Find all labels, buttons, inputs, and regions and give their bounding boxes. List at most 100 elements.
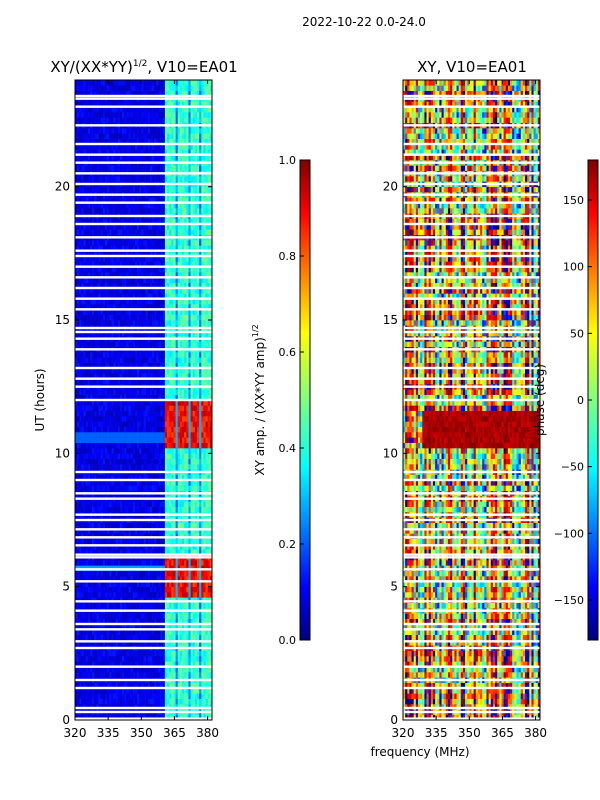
amp-heatmap-cell: [179, 448, 183, 454]
amp-heatmap-cell: [75, 666, 78, 673]
amp-heatmap-cell: [173, 416, 176, 422]
amp-heatmap-cell: [92, 458, 95, 465]
amp-heatmap-cell: [85, 672, 89, 678]
amp-heatmap-cell: [182, 373, 185, 379]
amp-heatmap-cell: [207, 373, 211, 379]
amp-heatmap-cell: [147, 432, 151, 438]
amp-heatmap-cell: [203, 581, 206, 587]
amp-heatmap-cell: [81, 581, 84, 587]
amp-heatmap-cell: [156, 698, 159, 705]
amp-heatmap-cell: [139, 400, 142, 406]
amp-heatmap-cell: [171, 618, 174, 625]
amp-heatmap-cell: [126, 506, 129, 513]
amp-heatmap-cell: [171, 629, 174, 635]
amp-heatmap-cell: [102, 378, 106, 385]
amp-heatmap-cell: [134, 416, 138, 422]
amp-heatmap-cell: [175, 522, 179, 529]
amp-heatmap-cell: [145, 330, 149, 337]
amp-heatmap-cell: [77, 432, 80, 438]
amp-heatmap-cell: [75, 448, 78, 454]
amp-heatmap-cell: [169, 304, 172, 310]
amp-heatmap-cell: [89, 549, 93, 555]
amp-heatmap-cell: [177, 378, 181, 385]
amp-heatmap-cell: [201, 458, 204, 465]
amp-heatmap-cell: [205, 357, 209, 363]
amp-heatmap-cell: [167, 522, 170, 529]
amp-heatmap-cell: [100, 373, 104, 379]
amp-heatmap-cell: [98, 458, 101, 465]
amp-heatmap-cell: [132, 570, 136, 577]
amp-heatmap-cell: [139, 576, 142, 582]
amp-heatmap-cell: [205, 410, 209, 417]
amp-heatmap-cell: [96, 378, 99, 385]
amp-heatmap-cell: [77, 650, 80, 657]
amp-heatmap-cell: [158, 549, 161, 555]
amp-heatmap-cell: [128, 352, 131, 358]
amp-heatmap-cell: [83, 682, 86, 689]
amp-heatmap-cell: [87, 624, 91, 630]
amp-heatmap-cell: [182, 666, 185, 673]
amp-heatmap-cell: [156, 661, 159, 667]
amp-heatmap-cell: [190, 538, 194, 545]
amp-heatmap-cell: [182, 576, 185, 582]
amp-heatmap-cell: [147, 501, 151, 507]
amp-heatmap-cell: [158, 613, 161, 619]
amp-heatmap-cell: [124, 682, 127, 689]
amp-heatmap-cell: [207, 320, 211, 326]
amp-heatmap-cell: [132, 602, 136, 609]
amp-heatmap-cell: [167, 442, 170, 449]
amp-heatmap-cell: [87, 693, 91, 699]
amp-heatmap-cell: [207, 389, 211, 395]
amp-heatmap-cell: [169, 378, 172, 385]
amp-heatmap-cell: [119, 480, 123, 486]
amp-heatmap-cell: [190, 528, 194, 534]
amp-heatmap-cell: [173, 394, 176, 401]
amp-heatmap-cell: [169, 613, 172, 619]
amp-heatmap-cell: [104, 410, 108, 417]
amp-heatmap-cell: [77, 549, 80, 555]
amp-heatmap-cell: [154, 448, 157, 454]
amp-heatmap-cell: [115, 330, 119, 337]
amp-heatmap-cell: [132, 501, 136, 507]
amp-heatmap-cell: [132, 373, 136, 379]
amp-heatmap-cell: [111, 560, 114, 566]
amp-heatmap-cell: [109, 634, 112, 641]
amp-heatmap-cell: [141, 400, 144, 406]
amp-heatmap-cell: [149, 682, 153, 689]
amp-heatmap-cell: [109, 410, 112, 417]
amp-heatmap-cell: [87, 426, 91, 433]
amp-heatmap-cell: [162, 522, 166, 529]
amp-heatmap-cell: [85, 480, 89, 486]
amp-heatmap-cell: [139, 389, 142, 395]
amp-heatmap-cell: [194, 485, 198, 491]
amp-heatmap-cell: [184, 341, 187, 347]
amp-heatmap-cell: [137, 458, 140, 465]
amp-heatmap-cell: [186, 544, 189, 550]
amp-heatmap-cell: [175, 576, 179, 582]
amp-heatmap-cell: [160, 661, 164, 667]
amp-heatmap-cell: [167, 592, 170, 598]
amp-heatmap-cell: [124, 538, 127, 545]
amp-heatmap-cell: [175, 362, 179, 369]
amp-heatmap-cell: [102, 368, 106, 374]
amp-heatmap-cell: [173, 368, 176, 374]
amp-heatmap-cell: [199, 378, 202, 385]
amp-heatmap-cell: [152, 640, 155, 646]
amp-heatmap-cell: [186, 618, 189, 625]
amp-heatmap-cell: [199, 581, 202, 587]
amp-heatmap-cell: [77, 474, 80, 481]
amp-heatmap-cell: [173, 341, 176, 347]
amp-heatmap-cell: [94, 400, 97, 406]
amp-heatmap-cell: [167, 640, 170, 646]
amp-heatmap-cell: [207, 682, 211, 689]
amp-heatmap-cell: [175, 426, 179, 433]
amp-heatmap-cell: [173, 421, 176, 427]
amp-heatmap-cell: [104, 693, 108, 699]
amp-heatmap-cell: [98, 602, 101, 609]
amp-heatmap-cell: [201, 634, 204, 641]
amp-heatmap-cell: [143, 442, 146, 449]
amp-heatmap-cell: [141, 570, 144, 577]
amp-heatmap-cell: [111, 613, 114, 619]
amp-heatmap-cell: [143, 688, 146, 694]
amp-heatmap-cell: [160, 400, 164, 406]
